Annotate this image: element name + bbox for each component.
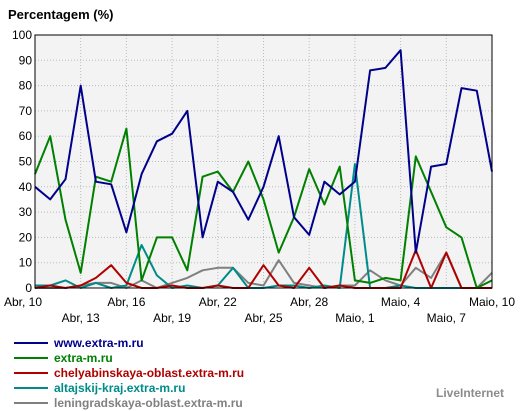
x-tick-label: Abr, 25 (244, 311, 282, 325)
x-tick-label: Abr, 22 (199, 295, 237, 309)
y-axis-label: Percentagem (%) (8, 7, 113, 22)
x-tick-label: Abr, 19 (153, 311, 191, 325)
y-tick-label: 70 (19, 104, 33, 118)
series-line-4 (35, 251, 493, 289)
x-tick-label: Abr, 13 (62, 311, 100, 325)
legend-swatch (14, 387, 48, 389)
series-line-0 (34, 49, 493, 254)
x-tick-label: Maio, 1 (335, 311, 375, 325)
x-tick-label: Abr, 28 (290, 295, 328, 309)
brand-logo-text: LiveInternet (436, 386, 505, 400)
legend-swatch (14, 342, 48, 344)
y-tick-label: 10 (19, 256, 33, 270)
y-tick-label: 100 (12, 28, 32, 42)
legend-label: extra-m.ru (54, 351, 113, 365)
y-tick-label: 40 (19, 180, 33, 194)
x-tick-labels: Abr, 10 Abr, 13 Abr, 16 Abr, 19 Abr, 22 Abr, … (4, 295, 515, 325)
y-tick-label: 30 (19, 205, 33, 219)
y-tick-label: 60 (19, 129, 33, 143)
x-tick-label: Abr, 10 (4, 295, 42, 309)
y-tick-label: 20 (19, 230, 33, 244)
y-tick-label: 0 (25, 281, 32, 295)
line-chart: Percentagem (%) 0 10 20 30 40 50 60 70 80 90 100 A… (4, 7, 515, 325)
plot-border (34, 34, 493, 289)
x-tick-label: Maio, 7 (427, 311, 467, 325)
x-tick-label: Maio, 10 (469, 295, 515, 309)
y-tick-label: 90 (19, 53, 33, 67)
legend-swatch (14, 402, 48, 404)
series-line-1 (34, 127, 493, 289)
legend-label: leningradskaya-oblast.extra-m.ru (54, 396, 243, 410)
x-tick-label: Maio, 4 (381, 295, 421, 309)
y-tick-label: 80 (19, 79, 33, 93)
legend-label: www.extra-m.ru (54, 336, 144, 350)
legend-swatch (14, 372, 48, 374)
legend-label: chelyabinskaya-oblast.extra-m.ru (54, 366, 245, 380)
legend-swatch (14, 357, 48, 359)
y-tick-label: 50 (19, 155, 33, 169)
legend-label: altajskij-kraj.extra-m.ru (54, 381, 186, 395)
x-tick-label: Abr, 16 (107, 295, 145, 309)
y-tick-labels: 0 10 20 30 40 50 60 70 80 90 100 (12, 28, 32, 295)
